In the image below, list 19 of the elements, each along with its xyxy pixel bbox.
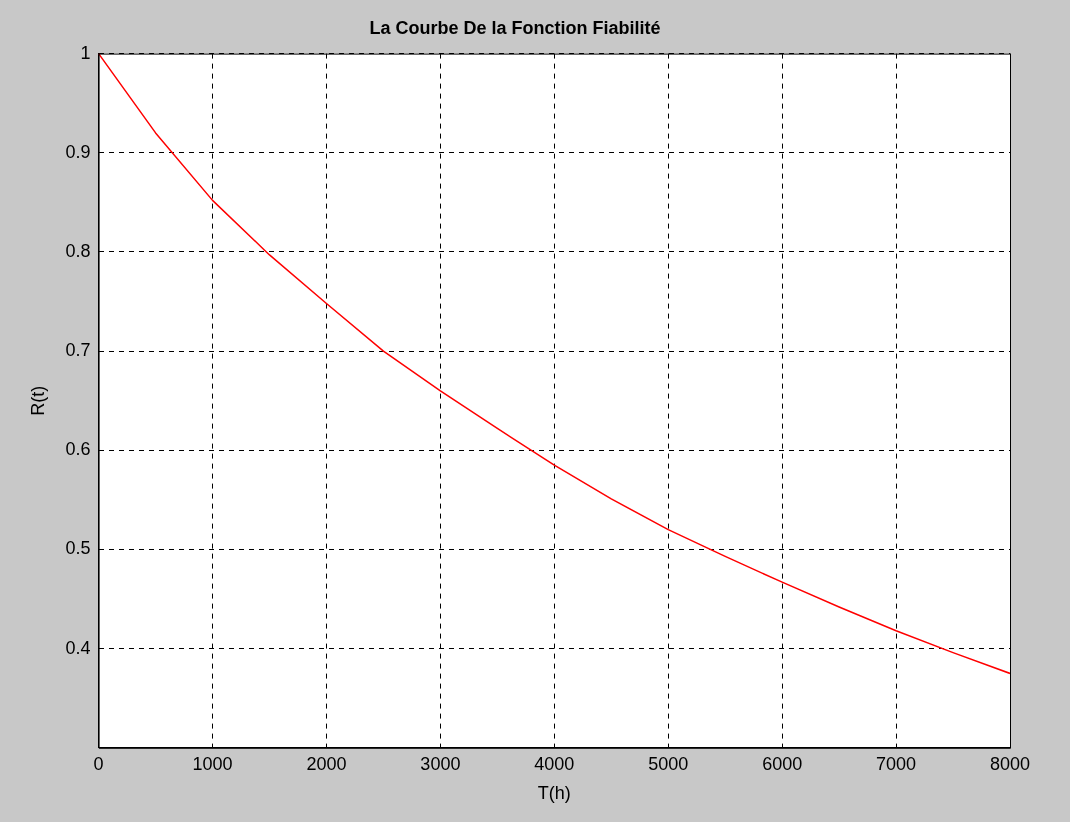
y-tick-label: 0.5 [65,538,91,559]
x-tick-label: 7000 [876,753,917,774]
x-tick-label: 2000 [306,753,347,774]
x-tick-label: 8000 [989,753,1031,774]
x-axis-title: T(h) [537,783,571,804]
y-tick-label: 0.8 [65,240,91,261]
y-axis-title: R(t) [27,385,48,416]
y-tick-label: 0.7 [65,340,91,361]
x-tick-label: 6000 [762,753,803,774]
y-tick-label: 0.9 [65,141,91,162]
x-tick-label: 5000 [648,753,689,774]
x-tick-label: 0 [93,753,104,774]
x-tick-label: 4000 [534,753,575,774]
y-tick-label: 1 [80,42,91,63]
x-tick-label: 1000 [192,753,233,774]
y-tick-label: 0.4 [65,637,91,658]
x-tick-label: 3000 [420,753,461,774]
y-tick-label: 0.6 [65,439,91,460]
chart-title: La Courbe De la Fonction Fiabilité [369,17,661,38]
